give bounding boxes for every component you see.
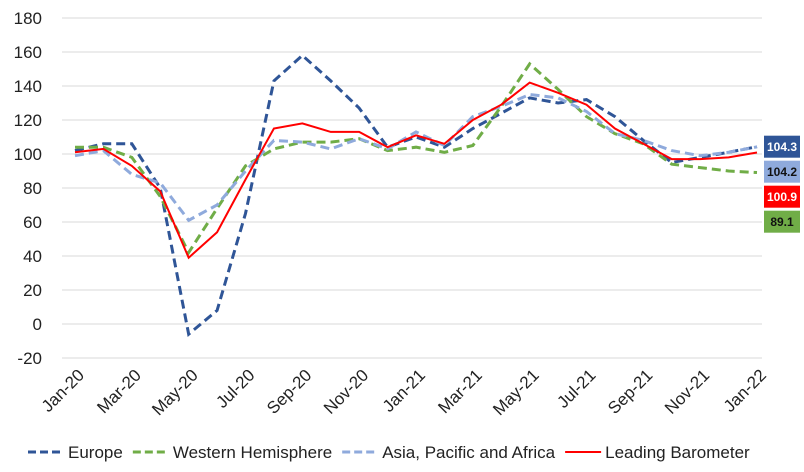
y-tick-label: 120: [14, 111, 42, 130]
y-tick-label: 180: [14, 9, 42, 28]
y-tick-label: 140: [14, 77, 42, 96]
y-tick-label: 0: [33, 315, 42, 334]
x-tick-label: Mar-21: [434, 366, 486, 418]
x-tick-label: Sep-20: [263, 366, 315, 418]
end-label: 104.3: [767, 140, 797, 154]
x-tick-label: Sep-21: [604, 366, 656, 418]
x-tick-label: Nov-21: [661, 366, 713, 418]
end-label: 89.1: [770, 215, 794, 229]
y-tick-label: 80: [23, 179, 42, 198]
x-tick-label: May-21: [489, 366, 543, 420]
series-line: [74, 81, 758, 260]
legend-label: Western Hemisphere: [173, 443, 332, 462]
end-label-box: [764, 210, 800, 233]
end-label: 100.9: [767, 190, 797, 204]
y-tick-label: 40: [23, 247, 42, 266]
x-tick-label: Jan-22: [720, 366, 770, 416]
x-tick-label: Nov-20: [320, 366, 372, 418]
x-tick-label: May-20: [148, 366, 202, 420]
end-label-box: [764, 135, 800, 158]
y-tick-label: -20: [17, 349, 42, 368]
x-tick-label: Jul-21: [553, 366, 599, 412]
end-label: 104.2: [767, 165, 797, 179]
y-tick-label: 20: [23, 281, 42, 300]
legend-label: Asia, Pacific and Africa: [382, 443, 555, 462]
y-tick-label: 160: [14, 43, 42, 62]
series-line: [75, 61, 758, 256]
x-tick-label: Jan-21: [379, 366, 429, 416]
y-tick-label: 60: [23, 213, 42, 232]
legend-label: Europe: [68, 443, 123, 462]
y-tick-label: 100: [14, 145, 42, 164]
series-line: [74, 53, 758, 337]
end-label-box: [764, 160, 800, 183]
end-label-box: [764, 185, 800, 208]
legend-label: Leading Barometer: [605, 443, 750, 462]
x-tick-label: Jul-20: [212, 366, 258, 412]
x-tick-label: Mar-20: [93, 366, 145, 418]
x-tick-label: Jan-20: [38, 366, 88, 416]
series-line: [74, 92, 758, 223]
